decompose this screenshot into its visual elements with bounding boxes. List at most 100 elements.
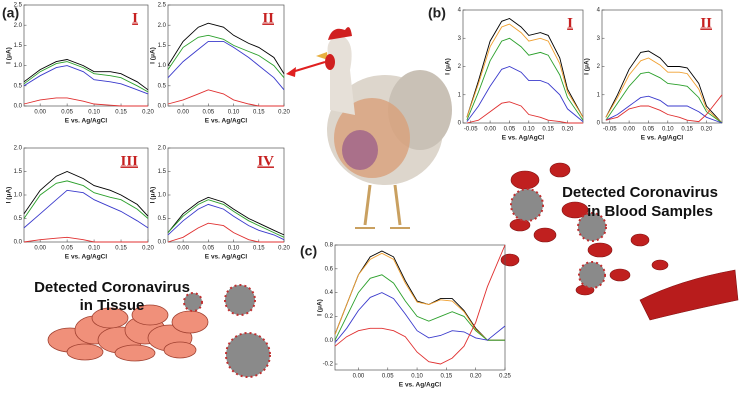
x-tick-label: 0.00	[34, 246, 46, 252]
y-tick-label: 0.2	[325, 314, 334, 320]
x-tick-label: 0.15	[115, 246, 127, 252]
y-tick-label: 1.5	[158, 43, 167, 49]
x-tick-label: -0.05	[603, 127, 617, 133]
y-tick-label: 1.0	[158, 63, 167, 69]
blood-illustration	[500, 162, 739, 321]
y-tick-label: 1	[597, 92, 601, 98]
y-axis-label: I (μA)	[150, 187, 157, 204]
plot-frame	[167, 4, 285, 107]
data-line	[23, 180, 149, 219]
x-tick-label: 0.05	[504, 127, 516, 133]
x-tick-label: 0.20	[701, 127, 713, 133]
data-line	[466, 66, 584, 122]
data-line	[167, 196, 285, 236]
x-axis-label: E vs. Ag/AgCl	[641, 135, 684, 142]
x-tick-label: 0.10	[411, 374, 423, 380]
panel-title: II	[262, 10, 274, 26]
data-line	[334, 252, 505, 341]
y-tick-label: 0.5	[14, 216, 23, 222]
y-tick-label: 0.8	[325, 243, 334, 249]
y-tick-label: 1	[458, 92, 462, 98]
x-tick-label: 0.15	[542, 127, 554, 133]
panel-label: (c)	[300, 243, 317, 259]
data-line	[334, 250, 505, 341]
x-tick-label: 0.25	[499, 374, 511, 380]
x-tick-label: 0.00	[484, 127, 496, 133]
x-tick-label: 0.20	[470, 374, 482, 380]
x-tick-label: 0.20	[278, 110, 290, 116]
panel-title: III	[120, 153, 138, 169]
y-tick-label: 4	[458, 8, 462, 14]
data-line	[605, 50, 723, 124]
y-axis-label: I (μA)	[584, 58, 591, 75]
x-axis-label: E vs. Ag/AgCl	[65, 254, 108, 261]
y-tick-label: 0.5	[14, 83, 23, 89]
x-tick-label: 0.05	[203, 110, 215, 116]
y-tick-label: 2	[458, 64, 462, 70]
x-tick-label: 0.20	[142, 246, 154, 252]
y-axis-label: I (μA)	[445, 58, 452, 75]
y-tick-label: 0.0	[14, 240, 23, 246]
y-tick-label: 2.0	[14, 23, 23, 29]
y-axis-label: I (μA)	[317, 299, 324, 316]
x-tick-label: 0.00	[177, 110, 189, 116]
data-line	[167, 40, 285, 91]
data-line	[466, 23, 584, 118]
x-tick-label: 0.10	[662, 127, 674, 133]
y-tick-label: 1.5	[14, 43, 23, 49]
panel-label: (b)	[428, 5, 446, 21]
x-tick-label: 0.05	[203, 246, 215, 252]
data-line	[23, 189, 149, 229]
x-tick-label: 0.00	[353, 374, 365, 380]
x-tick-label: 0.15	[681, 127, 693, 133]
y-axis-label: I (μA)	[6, 187, 13, 204]
data-line	[605, 57, 723, 124]
y-tick-label: 2.5	[14, 3, 23, 9]
data-line	[334, 274, 505, 341]
x-axis-label: E vs. Ag/AgCl	[399, 382, 442, 389]
x-axis-label: E vs. Ag/AgCl	[205, 254, 248, 261]
x-axis-label: E vs. Ag/AgCl	[65, 118, 108, 125]
caption: in Tissue	[80, 297, 145, 314]
data-line	[466, 17, 584, 118]
chicken-illustration	[286, 27, 452, 229]
panel-title: I	[132, 10, 138, 26]
data-line	[167, 34, 285, 78]
x-tick-label: 0.10	[88, 110, 100, 116]
data-line	[605, 95, 723, 124]
data-line	[167, 199, 285, 238]
x-tick-label: 0.00	[623, 127, 635, 133]
x-tick-label: 0.15	[253, 110, 265, 116]
x-axis-label: E vs. Ag/AgCl	[502, 135, 545, 142]
y-tick-label: 0.0	[325, 338, 334, 344]
virus-icons	[183, 188, 607, 378]
y-tick-label: 0	[597, 121, 601, 127]
y-tick-label: 0.0	[14, 104, 23, 110]
x-tick-label: 0.20	[562, 127, 574, 133]
data-line	[466, 37, 584, 121]
panel-title: I	[567, 15, 573, 31]
plot-frame	[462, 9, 584, 124]
y-tick-label: 0.5	[158, 216, 167, 222]
x-tick-label: 0.20	[142, 110, 154, 116]
y-tick-label: 0.0	[158, 104, 167, 110]
x-tick-label: 0.00	[177, 246, 189, 252]
y-tick-label: 0.4	[325, 290, 334, 296]
y-tick-label: 2.0	[158, 23, 167, 29]
y-tick-label: 0	[458, 121, 462, 127]
y-tick-label: 0.6	[325, 266, 334, 272]
y-tick-label: -0.2	[323, 362, 334, 368]
y-tick-label: 2.0	[158, 146, 167, 152]
tissue-illustration	[47, 304, 209, 362]
plot-frame	[334, 244, 506, 371]
x-tick-label: 0.15	[441, 374, 453, 380]
y-tick-label: 1.5	[158, 169, 167, 175]
x-tick-label: 0.00	[34, 110, 46, 116]
x-tick-label: 0.10	[228, 110, 240, 116]
y-axis-label: I (μA)	[150, 47, 157, 64]
y-tick-label: 4	[597, 8, 601, 14]
y-tick-label: 1.0	[14, 63, 23, 69]
y-tick-label: 1.0	[158, 193, 167, 199]
y-tick-label: 2	[597, 64, 601, 70]
x-tick-label: -0.05	[464, 127, 478, 133]
